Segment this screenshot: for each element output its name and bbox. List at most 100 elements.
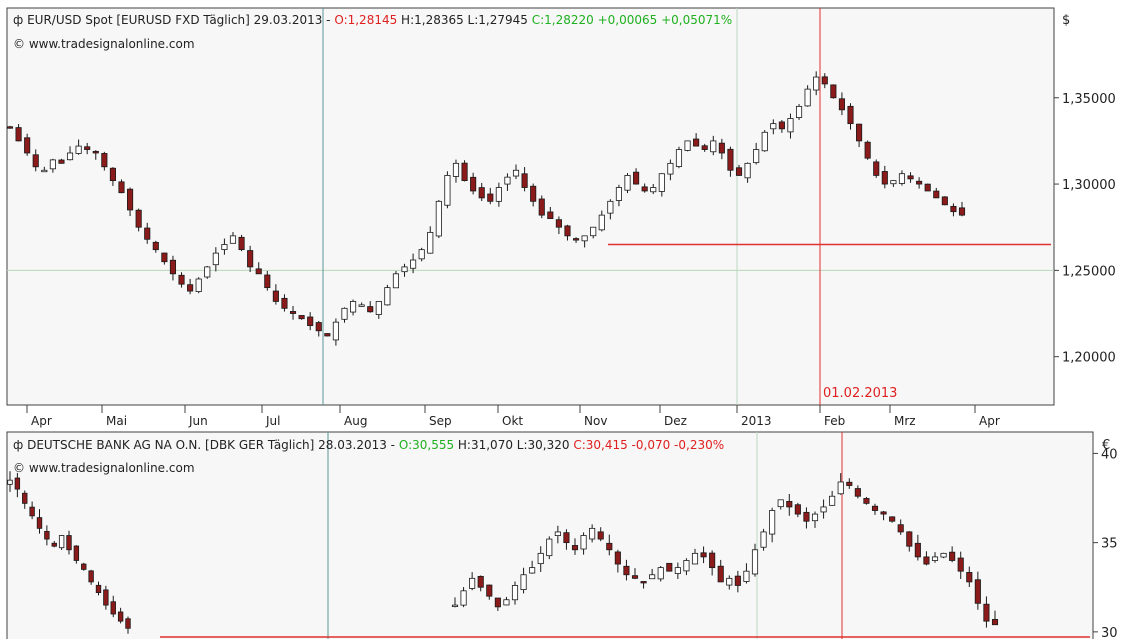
panel-1-candle <box>6 125 14 129</box>
panel-2-candle <box>606 534 613 556</box>
panel-1-candle <box>667 159 674 181</box>
panel-2-candle <box>700 546 707 564</box>
panel-1-candle <box>675 146 683 169</box>
panel-2-candle <box>811 511 819 528</box>
panel-2-candle <box>683 558 690 576</box>
panel-2-candle <box>503 596 510 606</box>
panel-1-y-tick-label: 1,25000 <box>1062 264 1116 279</box>
panel-2-candle <box>871 503 879 515</box>
panel-2-candle <box>494 597 501 611</box>
panel-1-x-tick-label: Mai <box>106 414 127 428</box>
panel-2-source: © www.tradesignalonline.com <box>13 461 195 475</box>
panel-2-candle <box>110 595 116 618</box>
panel-2-header-change: C:30,415 -0,070 -0,230% <box>573 438 724 452</box>
panel-1-source: © www.tradesignalonline.com <box>13 37 195 51</box>
panel-2-candle <box>777 499 784 510</box>
panel-1-header-icon: ф <box>13 13 27 27</box>
panel-1-candle <box>435 200 442 239</box>
panel-1-candle <box>324 333 331 337</box>
panel-1-candle <box>470 172 477 195</box>
panel-2-candle <box>794 502 801 518</box>
panel-2-candle <box>614 549 621 573</box>
panel-1-candle <box>392 270 400 289</box>
panel-1-candle <box>487 187 494 205</box>
panel-2-candle <box>469 572 476 591</box>
panel-2-candle <box>546 536 553 560</box>
panel-2-candle <box>81 562 87 571</box>
panel-1-candle <box>881 165 888 189</box>
panel-1-candle <box>804 85 811 107</box>
panel-1-candle <box>341 307 348 323</box>
panel-2-candle <box>897 519 904 535</box>
panel-2-candle <box>803 507 810 529</box>
panel-1-candle <box>555 216 562 235</box>
panel-1-candle <box>624 173 631 194</box>
panel-1-candle <box>401 263 408 277</box>
panel-2-candle <box>36 509 43 534</box>
panel-1-candle <box>916 177 923 189</box>
panel-2-candle <box>571 538 579 555</box>
panel-1-x-tick-label: Mrz <box>894 414 916 428</box>
panel-2-candle <box>751 543 759 577</box>
panel-1-candle <box>49 158 56 173</box>
panel-1-x-tick-label: Nov <box>584 414 607 428</box>
panel-1-candle <box>633 168 640 185</box>
panel-1-candle <box>418 247 425 262</box>
panel-1-candle <box>272 284 279 305</box>
panel-2-candle <box>460 587 467 608</box>
panel-1-candle <box>941 196 948 206</box>
panel-1-candle <box>795 104 803 120</box>
panel-2-candle <box>640 581 647 589</box>
panel-1-candle <box>84 142 91 155</box>
panel-1-candle <box>247 245 254 273</box>
panel-1-candle <box>135 208 142 232</box>
panel-2-header: ф DEUTSCHE BANK AG NA O.N. [DBK GER Tägl… <box>13 438 724 452</box>
panel-1-candle <box>598 210 605 232</box>
panel-2-candle <box>580 532 587 555</box>
panel-1-candle <box>684 140 691 152</box>
panel-1-candle <box>547 206 554 219</box>
panel-2-header-icon: ф <box>13 438 27 452</box>
panel-1-candle <box>452 159 460 183</box>
panel-1-x-tick-label: Aug <box>344 414 367 428</box>
panel-2-candle <box>22 490 28 509</box>
panel-2-candle <box>66 530 72 555</box>
panel-1-candle <box>564 224 571 241</box>
panel-1-header-change: C:1,28220 +0,00065 +0,05071% <box>532 13 732 27</box>
panel-2-y-tick-label: 30 <box>1101 626 1118 639</box>
panel-1-candle <box>169 255 177 281</box>
panel-1-candle <box>538 195 545 219</box>
panel-1-candle <box>367 301 374 313</box>
panel-2-currency: € <box>1102 438 1110 453</box>
panel-2-candle <box>520 567 527 594</box>
panel-2-candle <box>103 585 109 610</box>
panel-2-candle <box>51 541 57 548</box>
panel-2-candle <box>623 559 630 581</box>
panel-1-candle <box>187 278 194 295</box>
panel-2-candle <box>734 570 741 593</box>
panel-2-candle <box>649 568 656 580</box>
panel-2-y-tick-label: 40 <box>1101 447 1118 462</box>
panel-1-candle <box>778 120 785 133</box>
panel-2-candle <box>58 534 65 550</box>
panel-1-candle <box>933 187 940 199</box>
panel-1-candle <box>907 172 914 183</box>
panel-1-gridlines <box>7 8 1054 405</box>
panel-1-x-tick-label: Okt <box>502 414 523 428</box>
panel-1-candle <box>813 71 820 96</box>
panel-2-candle <box>889 516 896 523</box>
panel-1-candle <box>109 167 116 186</box>
panel-2-candle <box>597 527 604 542</box>
panel-1-plot <box>6 7 1055 406</box>
panel-1-candle <box>650 183 657 195</box>
panel-1-candle <box>410 253 417 274</box>
panel-2-candle <box>906 531 913 552</box>
panel-1-candle <box>238 234 245 252</box>
panel-2-gridlines <box>160 432 1090 639</box>
panel-1-candle <box>530 183 537 207</box>
panel-1-candle <box>890 180 897 187</box>
panel-1-candle <box>281 294 288 312</box>
panel-2-candle <box>966 566 973 588</box>
panel-1-x-tick-label: Dez <box>664 414 687 428</box>
panel-2-candle <box>709 550 716 576</box>
